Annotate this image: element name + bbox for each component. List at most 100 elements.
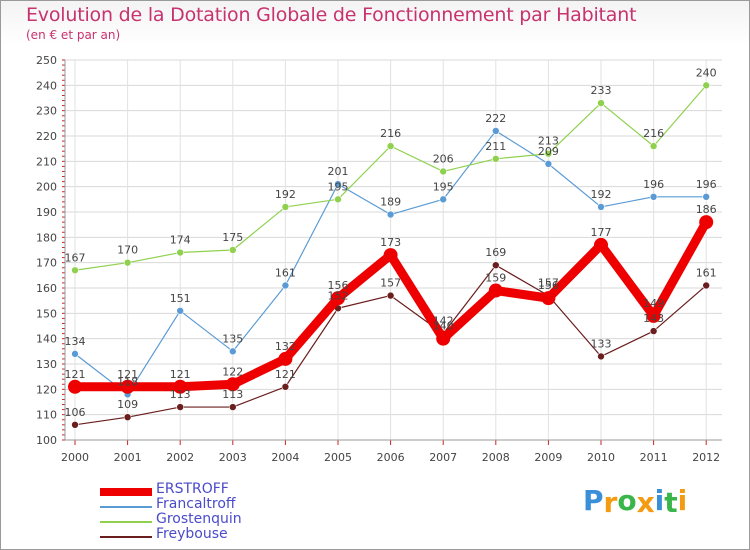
data-label-freybouse: 157 [538,277,559,290]
y-tick-label: 200 [36,181,57,194]
legend-swatch [100,521,152,523]
data-point-erstroff [383,248,398,263]
y-tick-label: 180 [36,231,57,244]
x-tick-label: 2000 [61,451,89,464]
data-label-grostenquin: 233 [591,84,612,97]
data-label-freybouse: 169 [485,246,506,259]
data-point-freybouse [123,413,132,422]
data-label-grostenquin: 170 [117,244,138,257]
data-label-freybouse: 106 [65,406,86,419]
logo-letter: t [664,486,678,519]
data-point-erstroff [120,379,135,394]
data-point-freybouse [176,403,184,411]
data-point-grostenquin [702,81,711,90]
data-label-erstroff: 132 [275,340,296,353]
data-point-erstroff [594,237,608,252]
x-tick-label: 2008 [482,451,510,464]
data-label-grostenquin: 174 [170,234,191,247]
data-label-francaltroff: 222 [485,112,506,125]
y-tick-label: 220 [36,130,57,143]
legend-label: Grostenquin [156,511,242,527]
data-point-grostenquin [544,149,553,158]
data-point-grostenquin [176,248,184,257]
data-label-erstroff: 186 [696,203,717,216]
data-label-francaltroff: 201 [328,165,349,178]
chart-title: Evolution de la Dotation Globale de Fonc… [26,4,637,26]
logo-letter: x [636,486,655,519]
data-label-freybouse: 109 [117,398,138,411]
data-point-grostenquin [334,195,342,204]
data-label-erstroff: 173 [380,236,401,249]
data-point-francaltroff [544,160,553,168]
data-label-grostenquin: 216 [380,127,401,140]
data-label-francaltroff: 192 [591,188,612,201]
x-tick-label: 2012 [692,451,720,464]
data-point-erstroff [541,291,556,306]
data-point-erstroff [278,351,293,366]
data-label-erstroff: 140 [433,320,454,333]
data-label-grostenquin: 195 [328,180,349,193]
logo-letter: P [583,484,604,517]
x-tick-label: 2010 [587,451,615,464]
x-tick-label: 2003 [219,451,247,464]
data-label-erstroff: 156 [538,279,559,292]
legend-label: ERSTROFF [156,481,229,497]
data-point-freybouse [649,327,658,335]
legend-swatch [100,506,152,508]
logo-letter: i [677,484,688,517]
data-point-erstroff [646,308,661,323]
data-label-grostenquin: 216 [643,127,664,140]
data-point-francaltroff [597,203,605,211]
data-label-grostenquin: 240 [696,66,717,79]
data-label-freybouse: 113 [222,388,243,401]
y-tick-label: 210 [36,155,57,168]
x-tick-label: 2009 [534,451,562,464]
data-point-francaltroff [176,306,184,315]
data-point-grostenquin [491,155,500,163]
data-label-francaltroff: 196 [696,178,717,191]
data-point-freybouse [71,420,79,429]
data-point-erstroff [68,379,82,394]
data-point-erstroff [225,377,240,392]
y-tick-label: 240 [36,79,57,92]
proxiti-logo: Proxiti [583,484,688,519]
logo-letter: r [603,486,618,519]
data-label-grostenquin: 206 [433,152,454,165]
data-point-grostenquin [229,246,237,254]
legend-item: Freybouse [100,526,300,545]
y-tick-label: 150 [36,307,57,320]
legend-swatch [100,488,152,496]
data-point-grostenquin [71,266,79,275]
data-label-erstroff: 149 [643,297,664,310]
chart-subtitle: (en € et par an) [26,28,121,42]
data-point-francaltroff [702,193,711,201]
data-point-freybouse [386,291,395,300]
data-label-erstroff: 121 [170,368,191,381]
data-point-grostenquin [123,258,132,267]
data-point-freybouse [702,281,711,290]
data-point-francaltroff [281,281,290,290]
data-label-francaltroff: 161 [275,266,296,279]
data-point-grostenquin [386,142,395,150]
data-label-grostenquin: 167 [65,251,86,264]
y-tick-label: 250 [36,54,57,67]
data-label-freybouse: 133 [591,337,612,350]
data-label-francaltroff: 118 [117,375,138,388]
x-tick-label: 2004 [271,451,299,464]
data-label-erstroff: 122 [222,365,243,378]
y-tick-label: 130 [36,358,57,371]
data-point-freybouse [597,352,605,361]
legend-item: ERSTROFF [100,481,300,500]
logo-letter: i [654,484,665,517]
data-label-freybouse: 161 [696,266,717,279]
data-point-erstroff [331,291,345,306]
data-label-francaltroff: 189 [380,196,401,209]
x-tick-label: 2001 [114,451,142,464]
data-point-grostenquin [439,167,448,176]
data-point-erstroff [436,331,451,346]
data-label-francaltroff: 134 [65,335,86,348]
data-label-erstroff: 156 [328,279,349,292]
y-tick-label: 110 [36,409,57,422]
x-tick-label: 2011 [640,451,668,464]
data-point-francaltroff [491,127,500,135]
